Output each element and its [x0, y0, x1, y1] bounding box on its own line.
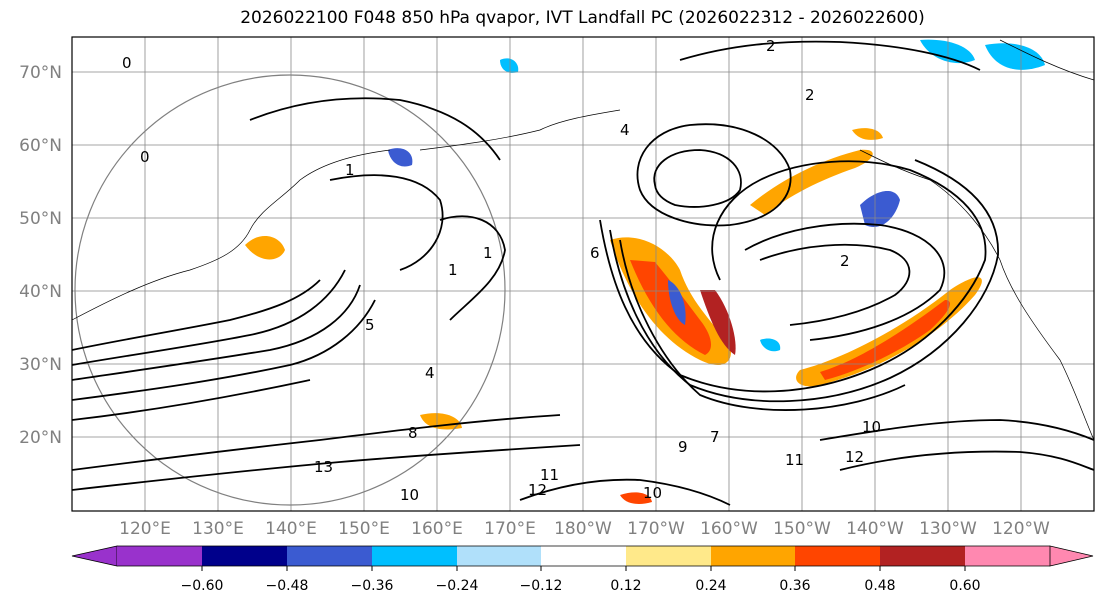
colorbar-tick-label: 0.24 — [695, 578, 726, 594]
latitude-labels: 70°N 60°N 50°N 40°N 30°N 20°N — [19, 63, 62, 448]
contour-label: 10 — [643, 484, 662, 502]
colorbar-extend-low — [71, 545, 118, 567]
colorbar-swatch — [880, 546, 965, 566]
lat-label: 50°N — [19, 209, 62, 229]
colorbar-tick-label: 0.36 — [779, 578, 810, 594]
colorbar-swatch — [372, 546, 457, 566]
contour-label: 5 — [365, 316, 375, 334]
positive-anomaly-shading — [245, 128, 982, 504]
colorbar-tick-label: −0.48 — [266, 578, 309, 594]
lon-label: 150°W — [773, 519, 831, 539]
ivt-contours — [72, 40, 1094, 506]
lat-label: 40°N — [19, 282, 62, 302]
contour-label: 0 — [122, 54, 132, 72]
longitude-labels: 120°E 130°E 140°E 150°E 160°E 170°E 180°… — [119, 519, 1050, 539]
contour-label: 6 — [590, 244, 600, 262]
contour-label: 4 — [425, 364, 435, 382]
colorbar-tick-label: −0.36 — [351, 578, 394, 594]
lat-label: 30°N — [19, 355, 62, 375]
contour-label: 7 — [710, 428, 720, 446]
contour-label: 10 — [862, 418, 881, 436]
colorbar-extend-high — [1049, 545, 1094, 567]
contour-label: 1 — [345, 161, 355, 179]
plot-frame — [71, 36, 1095, 512]
lon-label: 140°W — [846, 519, 904, 539]
lat-label: 20°N — [19, 428, 62, 448]
contour-label: 4 — [620, 121, 630, 139]
contour-label: 10 — [400, 486, 419, 504]
colorbar-tick-label: −0.12 — [520, 578, 563, 594]
colorbar-swatch — [795, 546, 880, 566]
lon-label: 130°W — [919, 519, 977, 539]
contour-label: 2 — [766, 37, 776, 55]
colorbar: −0.60 −0.48 −0.36 −0.24 −0.12 0.12 0.24 … — [71, 545, 1094, 594]
colorbar-tick-label: −0.60 — [181, 578, 224, 594]
colorbar-swatch — [541, 546, 626, 566]
colorbar-tick-label: −0.24 — [436, 578, 479, 594]
map-plot-area: 0 0 1 1 1 2 2 2 4 4 5 6 7 8 9 10 10 10 1… — [72, 37, 1094, 511]
contour-label: 13 — [314, 458, 333, 476]
colorbar-tick-label: 0.12 — [610, 578, 641, 594]
contour-label: 11 — [785, 451, 804, 469]
contour-label: 1 — [448, 261, 458, 279]
contour-label: 0 — [140, 148, 150, 166]
lat-label: 70°N — [19, 63, 62, 83]
colorbar-tick-label: 0.48 — [864, 578, 895, 594]
contour-label: 2 — [805, 86, 815, 104]
lon-label: 180°W — [554, 519, 612, 539]
lon-label: 120°E — [119, 519, 171, 539]
lon-label: 120°W — [992, 519, 1050, 539]
map-title: 2026022100 F048 850 hPa qvapor, IVT Land… — [240, 8, 925, 28]
lon-label: 160°W — [700, 519, 758, 539]
colorbar-swatch — [457, 546, 541, 566]
lon-label: 150°E — [338, 519, 390, 539]
colorbar-swatch — [287, 546, 372, 566]
contour-label: 12 — [845, 448, 864, 466]
lon-label: 160°E — [411, 519, 463, 539]
colorbar-swatch — [626, 546, 711, 566]
colorbar-swatch — [117, 546, 202, 566]
gridlines — [72, 37, 1094, 511]
colorbar-swatch — [711, 546, 795, 566]
contour-label: 12 — [528, 481, 547, 499]
colorbar-tick-label: 0.60 — [949, 578, 980, 594]
contour-label: 8 — [408, 424, 418, 442]
lon-label: 170°W — [627, 519, 685, 539]
lon-label: 170°E — [484, 519, 536, 539]
contour-label: 9 — [678, 438, 688, 456]
contour-label: 1 — [483, 244, 493, 262]
contour-label: 2 — [840, 252, 850, 270]
colorbar-swatch — [965, 546, 1050, 566]
contour-label: 11 — [540, 466, 559, 484]
contour-labels: 0 0 1 1 1 2 2 2 4 4 5 6 7 8 9 10 10 10 1… — [122, 37, 881, 504]
coastlines — [72, 39, 1094, 441]
lon-label: 140°E — [265, 519, 317, 539]
lat-label: 60°N — [19, 136, 62, 156]
colorbar-swatch — [202, 546, 287, 566]
lon-label: 130°E — [192, 519, 244, 539]
